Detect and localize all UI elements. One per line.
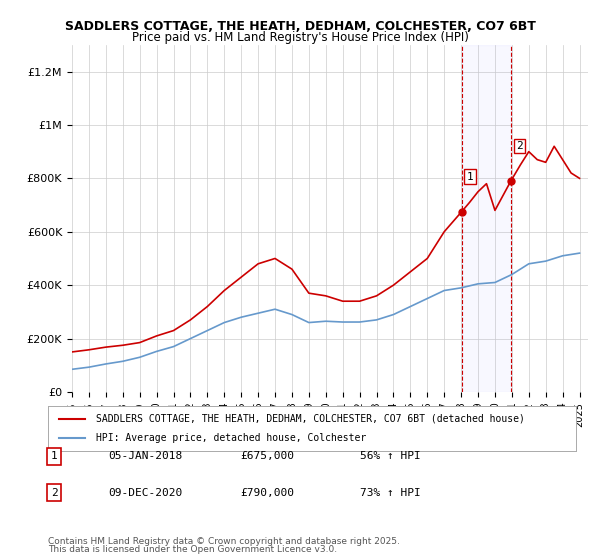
Text: This data is licensed under the Open Government Licence v3.0.: This data is licensed under the Open Gov… xyxy=(48,545,337,554)
Text: 1: 1 xyxy=(50,451,58,461)
Text: 09-DEC-2020: 09-DEC-2020 xyxy=(108,488,182,498)
Text: 2: 2 xyxy=(50,488,58,498)
Text: 05-JAN-2018: 05-JAN-2018 xyxy=(108,451,182,461)
Text: £675,000: £675,000 xyxy=(240,451,294,461)
Text: SADDLERS COTTAGE, THE HEATH, DEDHAM, COLCHESTER, CO7 6BT: SADDLERS COTTAGE, THE HEATH, DEDHAM, COL… xyxy=(65,20,535,32)
Text: SADDLERS COTTAGE, THE HEATH, DEDHAM, COLCHESTER, CO7 6BT (detached house): SADDLERS COTTAGE, THE HEATH, DEDHAM, COL… xyxy=(95,413,524,423)
Text: 56% ↑ HPI: 56% ↑ HPI xyxy=(360,451,421,461)
Text: £790,000: £790,000 xyxy=(240,488,294,498)
Text: 73% ↑ HPI: 73% ↑ HPI xyxy=(360,488,421,498)
Text: HPI: Average price, detached house, Colchester: HPI: Average price, detached house, Colc… xyxy=(95,433,366,444)
Text: 1: 1 xyxy=(467,172,473,181)
Text: 2: 2 xyxy=(516,141,523,151)
Bar xyxy=(461,45,511,392)
Text: Contains HM Land Registry data © Crown copyright and database right 2025.: Contains HM Land Registry data © Crown c… xyxy=(48,537,400,546)
Text: Price paid vs. HM Land Registry's House Price Index (HPI): Price paid vs. HM Land Registry's House … xyxy=(131,31,469,44)
